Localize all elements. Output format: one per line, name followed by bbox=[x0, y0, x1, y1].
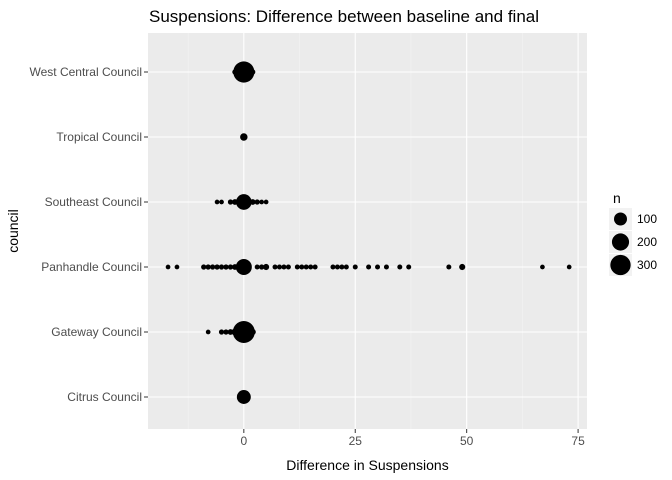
data-point bbox=[281, 264, 287, 270]
data-point bbox=[294, 264, 300, 270]
data-point bbox=[218, 329, 225, 335]
data-point bbox=[540, 264, 545, 270]
data-point bbox=[276, 264, 282, 270]
data-point bbox=[375, 264, 381, 270]
data-point bbox=[249, 199, 256, 205]
data-point bbox=[201, 264, 207, 270]
points bbox=[165, 61, 572, 404]
data-point bbox=[174, 264, 180, 270]
plot-panel bbox=[148, 33, 587, 429]
data-point bbox=[214, 264, 220, 270]
data-point bbox=[303, 264, 309, 270]
data-point bbox=[366, 264, 372, 270]
data-point bbox=[334, 264, 340, 270]
legend-symbol bbox=[614, 212, 627, 226]
x-tick-label: 0 bbox=[240, 434, 247, 448]
data-point bbox=[397, 264, 403, 270]
data-point bbox=[263, 199, 269, 205]
data-point bbox=[205, 329, 211, 335]
chart-title: Suspensions: Difference between baseline… bbox=[149, 7, 539, 26]
data-point bbox=[218, 264, 225, 270]
x-axis-label: Difference in Suspensions bbox=[286, 457, 448, 473]
data-point bbox=[263, 263, 270, 271]
data-point bbox=[243, 327, 253, 337]
data-point bbox=[330, 264, 336, 270]
data-point bbox=[254, 264, 260, 270]
y-tick-label: Tropical Council bbox=[56, 130, 142, 144]
x-tick-label: 25 bbox=[349, 434, 363, 448]
y-tick-label: Southeast Council bbox=[45, 195, 142, 209]
data-point bbox=[235, 194, 252, 210]
data-point bbox=[343, 264, 349, 270]
y-tick-label: Citrus Council bbox=[67, 390, 142, 404]
data-point bbox=[254, 199, 260, 205]
y-axis-label: council bbox=[5, 209, 21, 253]
data-point bbox=[249, 328, 256, 336]
data-point bbox=[459, 263, 466, 271]
y-tick-label: Gateway Council bbox=[51, 325, 142, 339]
data-point bbox=[223, 264, 229, 270]
data-point bbox=[339, 264, 345, 270]
x-tick-label: 75 bbox=[571, 434, 585, 448]
data-point bbox=[227, 199, 234, 205]
data-point bbox=[406, 264, 412, 270]
data-point bbox=[308, 264, 314, 270]
data-point bbox=[244, 198, 252, 206]
y-tick-label: Panhandle Council bbox=[41, 260, 142, 274]
data-point bbox=[165, 264, 171, 270]
data-point bbox=[240, 133, 248, 141]
data-point bbox=[259, 264, 265, 270]
data-point bbox=[259, 199, 265, 205]
data-point bbox=[299, 264, 305, 270]
data-point bbox=[236, 390, 251, 404]
data-point bbox=[227, 264, 234, 270]
data-point bbox=[235, 258, 252, 276]
legend-label: 100 bbox=[637, 212, 657, 226]
legend-symbol bbox=[610, 254, 631, 276]
y-tick-label: West Central Council bbox=[30, 65, 143, 79]
data-point bbox=[210, 264, 216, 270]
legend-symbol bbox=[611, 233, 630, 251]
y-axis: West Central Council Tropical Council Sout… bbox=[30, 65, 148, 404]
data-point bbox=[250, 69, 256, 75]
x-tick-label: 50 bbox=[460, 434, 474, 448]
data-point bbox=[566, 264, 572, 270]
grid-minor bbox=[187, 33, 523, 429]
data-point bbox=[312, 264, 318, 270]
legend-title: n bbox=[613, 190, 621, 206]
legend-label: 300 bbox=[637, 258, 657, 272]
data-point bbox=[205, 264, 211, 270]
x-axis: 0 25 50 75 bbox=[240, 429, 585, 448]
data-point bbox=[233, 61, 255, 83]
data-point bbox=[219, 199, 224, 205]
legend: n 100 200 300 bbox=[609, 190, 657, 276]
data-point bbox=[223, 329, 229, 335]
data-point bbox=[244, 68, 253, 76]
data-point bbox=[285, 264, 291, 270]
data-point bbox=[214, 199, 220, 205]
legend-label: 200 bbox=[637, 235, 657, 249]
data-point bbox=[272, 264, 278, 270]
data-point bbox=[352, 264, 358, 270]
data-point bbox=[383, 264, 389, 270]
data-point bbox=[446, 264, 452, 270]
